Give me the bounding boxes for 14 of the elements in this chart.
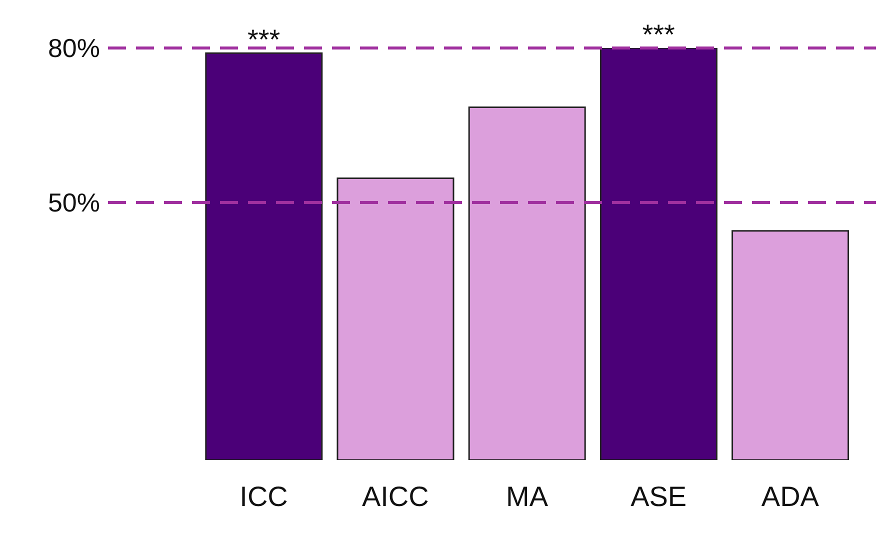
y-tick-label: 80%	[48, 33, 100, 64]
x-tick-label: ICC	[240, 480, 288, 512]
annotation: ***	[642, 19, 676, 50]
x-tick-label: ADA	[761, 480, 820, 512]
y-tick-label: 50%	[48, 188, 100, 218]
annotation: ***	[247, 24, 280, 56]
bar	[468, 106, 586, 460]
x-tick-label: MA	[506, 480, 548, 512]
bar	[600, 48, 718, 460]
x-tick-label: ASE	[630, 480, 687, 512]
bar	[336, 178, 454, 460]
bar	[205, 52, 323, 460]
bar	[732, 230, 850, 460]
x-tick-label: AICC	[362, 480, 429, 512]
